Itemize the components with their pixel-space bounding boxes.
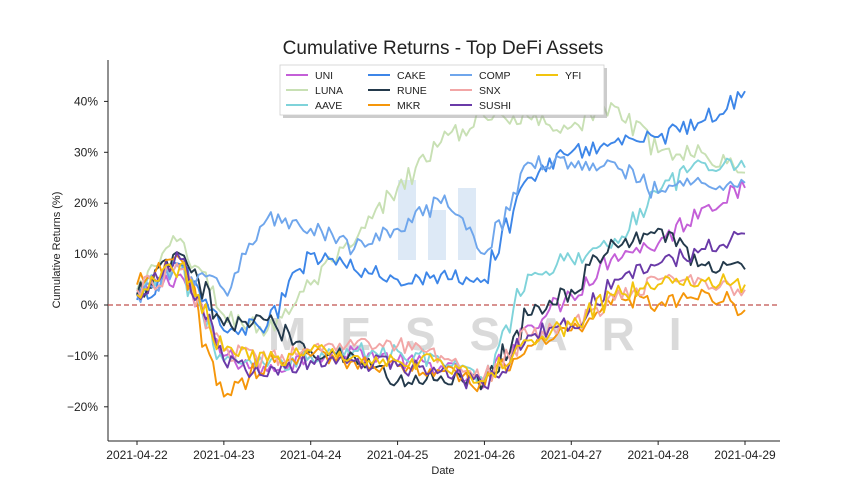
legend-label-uni: UNI: [315, 70, 333, 82]
legend: UNI LUNA AAVE CAKE RUNE MKR COMP SNX SUSHI YFI: [279, 64, 607, 118]
legend-box: [279, 64, 605, 116]
series-line-snx: [136, 262, 746, 385]
y-tick-label: −20%: [67, 400, 98, 414]
legend-label-luna: LUNA: [315, 85, 343, 97]
series-lines: [136, 90, 746, 398]
watermark-logo-bar: [458, 188, 476, 260]
x-tick-labels: 2021-04-22 2021-04-23 2021-04-24 2021-04-25…: [106, 441, 776, 462]
x-tick-label: 2021-04-22: [106, 448, 168, 462]
series-line-rune: [136, 227, 746, 391]
legend-label-cake: CAKE: [397, 70, 426, 82]
y-tick-labels: −20% −10% 0% 10% 20% 30% 40%: [67, 94, 108, 414]
legend-label-snx: SNX: [479, 85, 501, 97]
x-tick-label: 2021-04-28: [627, 448, 689, 462]
x-axis-label: Date: [431, 465, 454, 477]
chart-title: Cumulative Returns - Top DeFi Assets: [283, 38, 604, 59]
series-line-cake: [136, 90, 746, 336]
y-tick-label: 40%: [74, 94, 98, 108]
watermark-logo-bar: [398, 180, 416, 260]
x-tick-label: 2021-04-26: [454, 448, 516, 462]
x-tick-label: 2021-04-23: [193, 448, 255, 462]
series-line-sushi: [136, 230, 746, 390]
y-axis-label: Cumulative Returns (%): [51, 192, 63, 309]
y-tick-label: −10%: [67, 349, 98, 363]
y-tick-label: 20%: [74, 196, 98, 210]
series-line-yfi: [136, 261, 746, 384]
legend-label-sushi: SUSHI: [479, 100, 511, 112]
x-tick-label: 2021-04-25: [367, 448, 429, 462]
legend-label-rune: RUNE: [397, 85, 427, 97]
legend-label-mkr: MKR: [397, 100, 421, 112]
y-tick-label: 0%: [81, 298, 99, 312]
legend-items: UNI LUNA AAVE CAKE RUNE MKR COMP SNX SUSHI YFI: [286, 70, 581, 112]
series-line-luna: [136, 102, 746, 337]
x-tick-label: 2021-04-24: [280, 448, 342, 462]
series-line-uni: [136, 179, 746, 391]
legend-label-yfi: YFI: [565, 70, 581, 82]
x-tick-label: 2021-04-29: [714, 448, 776, 462]
watermark-logo-bar: [428, 210, 446, 260]
legend-label-aave: AAVE: [315, 100, 342, 112]
x-tick-label: 2021-04-27: [541, 448, 603, 462]
y-tick-label: 30%: [74, 145, 98, 159]
legend-label-comp: COMP: [479, 70, 511, 82]
series-line-comp: [136, 155, 746, 304]
y-tick-label: 10%: [74, 247, 98, 261]
